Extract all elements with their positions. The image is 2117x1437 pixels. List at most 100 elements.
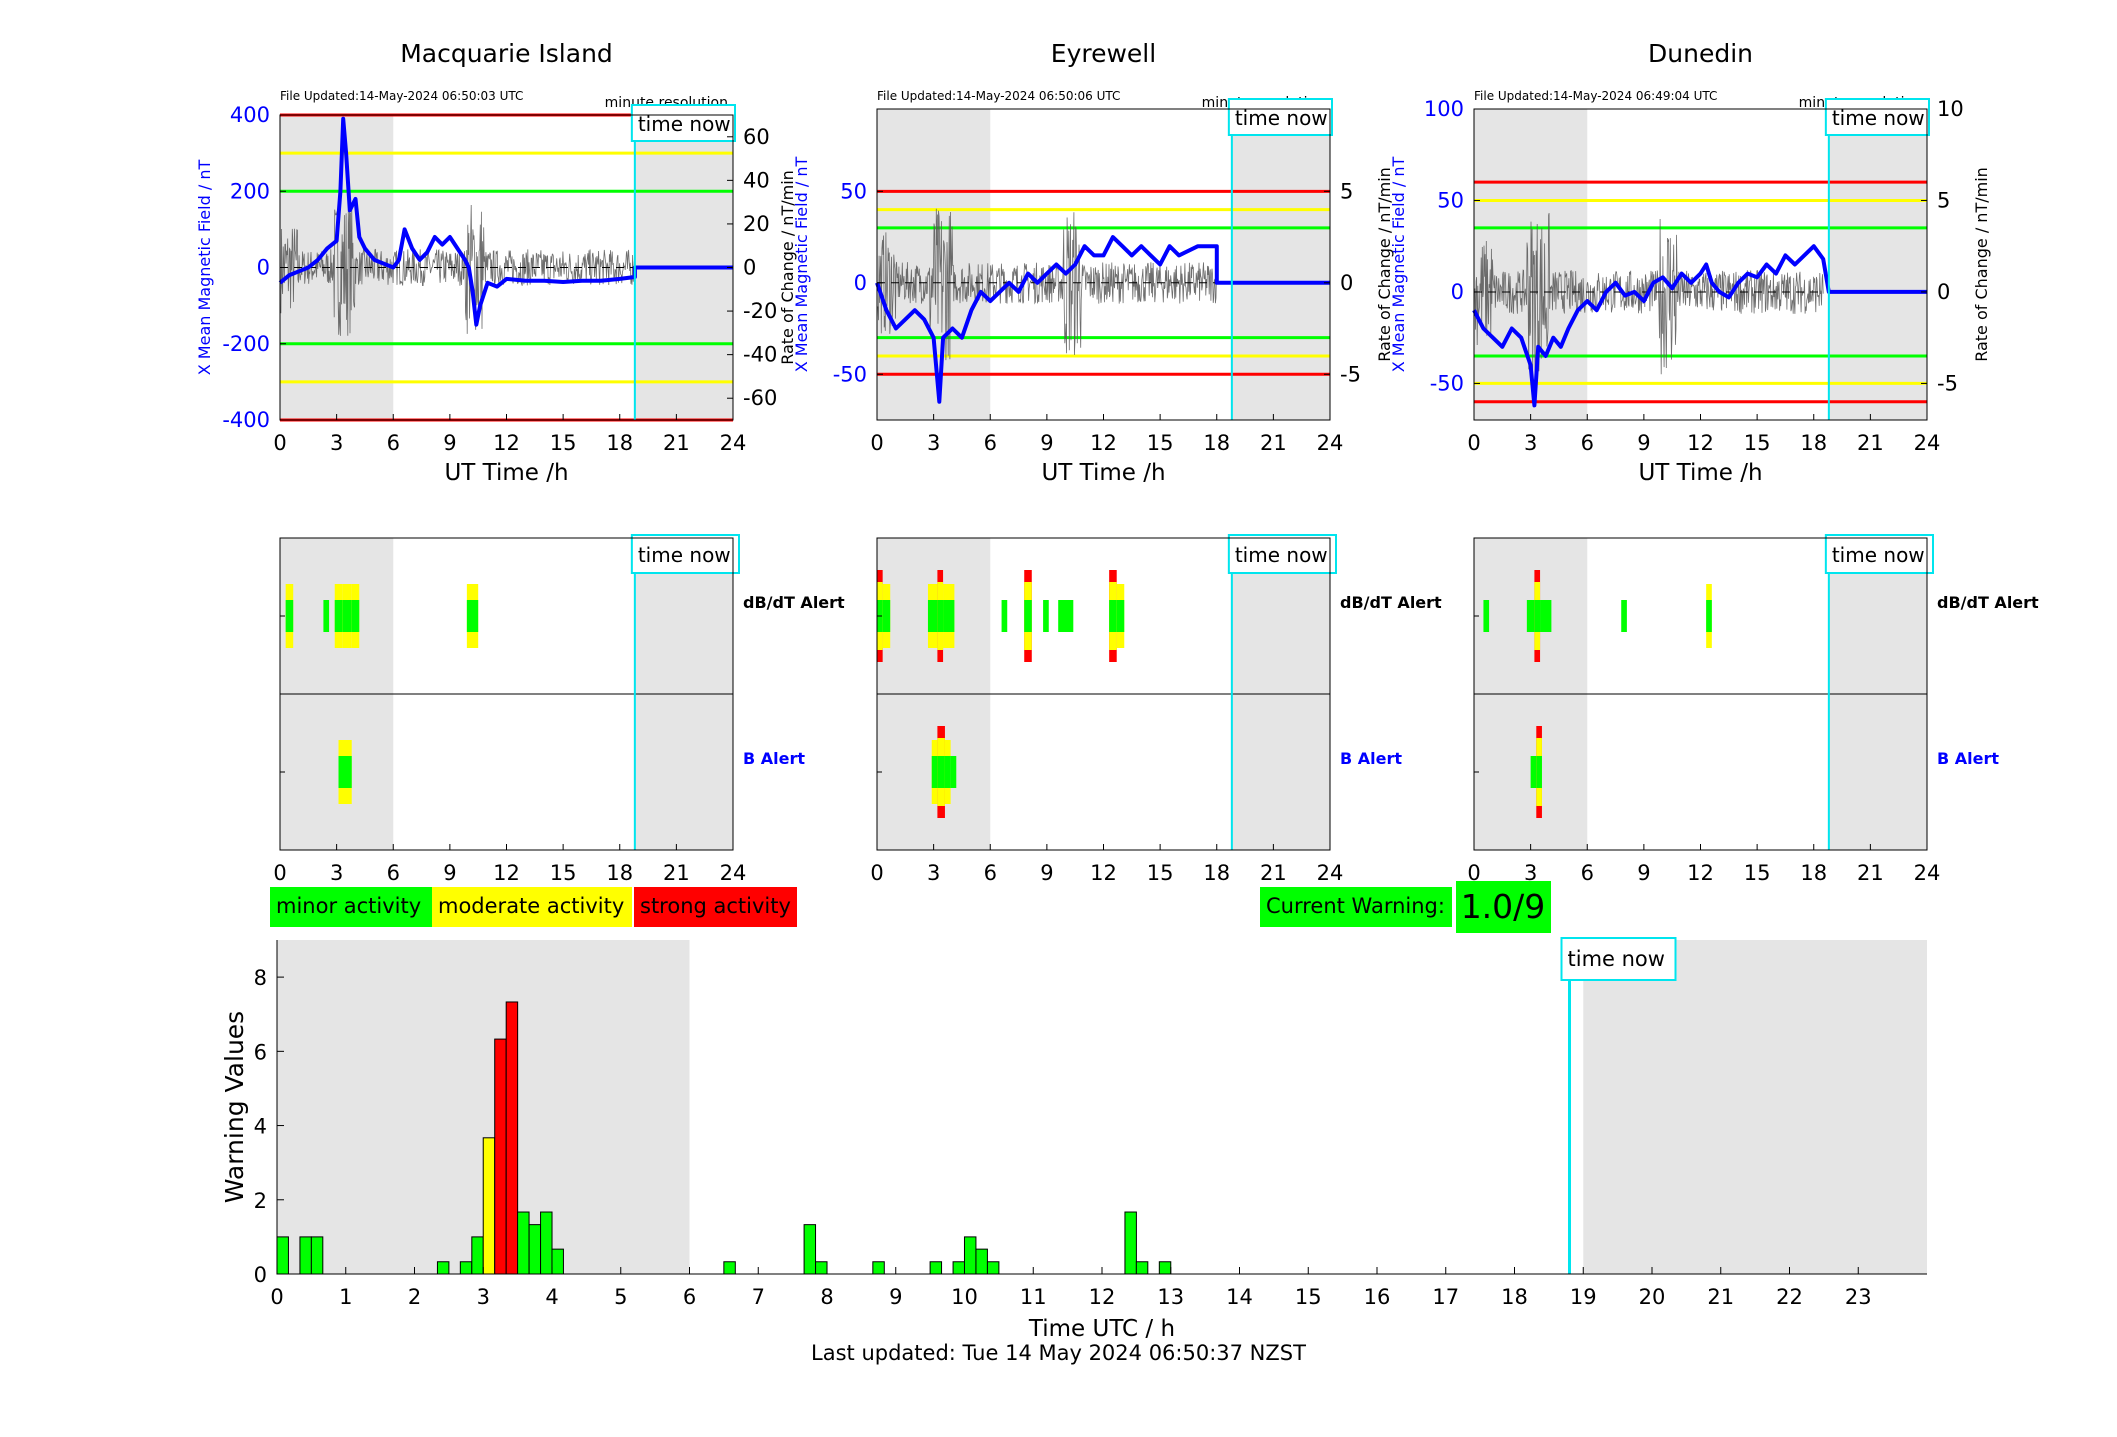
x-tick-label: 18	[1203, 431, 1230, 455]
y-tick-label-left: 100	[1424, 97, 1464, 121]
dbdt-alert-bar	[351, 600, 360, 632]
time-now-label: time now	[1832, 106, 1925, 130]
station-title: Eyrewell	[1051, 39, 1156, 68]
x-tick-label: 12	[1089, 1285, 1116, 1309]
x-tick-label: 24	[1317, 861, 1344, 885]
x-tick-label: 18	[1800, 431, 1827, 455]
x-tick-label: 3	[477, 1285, 490, 1309]
x-tick-label: 21	[1707, 1285, 1734, 1309]
x-axis-label: UT Time /h	[1638, 460, 1762, 486]
field-line	[278, 116, 733, 327]
rate-of-change-line	[877, 208, 1217, 361]
night-shading	[1583, 940, 1927, 1274]
y-tick-label-left: 0	[854, 271, 867, 295]
x-tick-label: 12	[1090, 431, 1117, 455]
x-tick-label: 12	[493, 431, 520, 455]
x-tick-label: 22	[1776, 1285, 1803, 1309]
warning-bar	[975, 1248, 988, 1275]
x-tick-label: 9	[889, 1285, 902, 1309]
y-axis-label-left: X Mean Magnetic Field / nT	[1389, 157, 1408, 373]
x-tick-label: 3	[927, 861, 940, 885]
x-tick-label: 12	[1090, 861, 1117, 885]
x-tick-label: 24	[720, 861, 747, 885]
warning-bar	[963, 1236, 977, 1275]
dbdt-alert-bar	[1540, 600, 1552, 632]
dbdt-alert-bar	[882, 600, 891, 632]
y-tick-label-left: 50	[840, 179, 867, 203]
warning-bar	[952, 1261, 966, 1275]
warning-bar	[815, 1261, 828, 1275]
time-now-box	[1227, 98, 1333, 136]
field-line	[1472, 244, 1927, 408]
x-tick-label: 5	[614, 1285, 627, 1309]
x-tick-label: 21	[663, 861, 690, 885]
warning-bar	[1158, 1261, 1172, 1275]
y-axis-label: Warning Values	[220, 1011, 249, 1203]
dbdt-alert-bar	[1001, 600, 1008, 632]
time-now-box	[1824, 98, 1930, 136]
dbdt-alert-bar	[927, 600, 938, 632]
b-alert-label: B Alert	[1340, 749, 1402, 768]
y-tick-label-right: 10	[1937, 97, 1964, 121]
x-tick-label: 12	[1687, 431, 1714, 455]
warning-bar	[517, 1211, 530, 1275]
x-tick-label: 24	[1317, 431, 1344, 455]
y-tick-label: 4	[254, 1115, 267, 1139]
x-tick-label: 14	[1226, 1285, 1253, 1309]
field-line	[875, 235, 1330, 404]
y-axis-label-left: X Mean Magnetic Field / nT	[792, 157, 811, 373]
warning-bar	[929, 1261, 943, 1275]
warning-bar	[1124, 1211, 1137, 1275]
y-tick-label-left: 200	[230, 179, 270, 203]
x-tick-label: 18	[1203, 861, 1230, 885]
y-tick-label: 6	[254, 1040, 267, 1064]
x-tick-label: 0	[1467, 861, 1480, 885]
x-tick-label: 15	[1744, 861, 1771, 885]
dbdt-alert-bar	[1706, 600, 1712, 632]
x-tick-label: 8	[820, 1285, 833, 1309]
y-tick-label-right: -20	[743, 299, 777, 323]
x-tick-label: 2	[408, 1285, 421, 1309]
warning-bar	[436, 1261, 450, 1275]
x-tick-label: 3	[330, 431, 343, 455]
x-tick-label: 21	[1260, 431, 1287, 455]
warning-bar	[459, 1261, 473, 1275]
dbdt-alert-label: dB/dT Alert	[1937, 593, 2039, 612]
time-now-label: time now	[638, 543, 731, 567]
y-tick-label-left: -50	[833, 362, 867, 386]
time-now-box	[1824, 534, 1934, 574]
warning-bar	[723, 1261, 736, 1275]
file-updated-text: File Updated:14-May-2024 06:50:03 UTC	[280, 89, 523, 103]
x-tick-label: 21	[663, 431, 690, 455]
y-tick-label-right: -40	[743, 343, 777, 367]
y-tick-label-left: 0	[257, 256, 270, 280]
b-alert-bar	[1536, 756, 1542, 788]
x-axis-label: UT Time /h	[444, 460, 568, 486]
b-alert-bar	[931, 756, 938, 788]
dbdt-alert-bar	[1483, 600, 1490, 632]
y-tick-label-right: -5	[1340, 362, 1361, 386]
x-tick-label: 15	[1744, 431, 1771, 455]
x-axis-label: UT Time /h	[1041, 460, 1165, 486]
dbdt-alert-bar	[1621, 600, 1627, 632]
x-tick-label: 12	[1687, 861, 1714, 885]
b-alert-bar	[338, 756, 352, 788]
dbdt-alert-label: dB/dT Alert	[743, 593, 845, 612]
x-tick-label: 21	[1857, 861, 1884, 885]
time-now-box	[1227, 534, 1337, 574]
rate-of-change-line	[1474, 213, 1824, 375]
y-tick-label-right: 60	[743, 125, 770, 149]
x-tick-label: 24	[720, 431, 747, 455]
legend-label-moderate: moderate activity	[438, 894, 624, 918]
station-title: Macquarie Island	[400, 39, 613, 68]
warning-bar	[494, 1038, 507, 1275]
x-tick-label: 15	[550, 431, 577, 455]
x-tick-label: 6	[387, 861, 400, 885]
time-now-label: time now	[638, 112, 731, 136]
x-axis-label: Time UTC / h	[1028, 1316, 1175, 1342]
x-tick-label: 3	[1524, 431, 1537, 455]
dbdt-alert-label: dB/dT Alert	[1340, 593, 1442, 612]
x-tick-label: 15	[1147, 431, 1174, 455]
warning-bar	[872, 1261, 885, 1275]
